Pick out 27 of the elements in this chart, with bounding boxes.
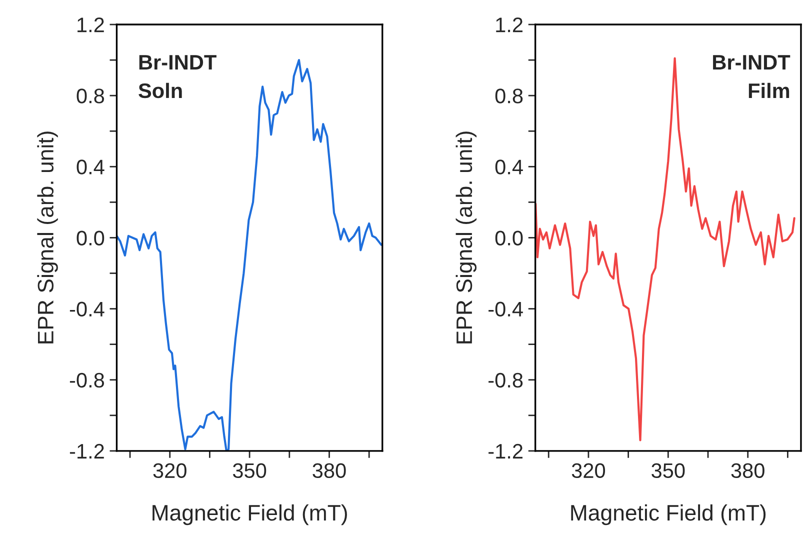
y-axis-title: EPR Signal (arb. unit) bbox=[456, 132, 477, 344]
x-axis-title: Magnetic Field (mT) bbox=[152, 504, 347, 526]
y-tick-label: 0.0 bbox=[495, 230, 523, 246]
y-tick-label: 0.8 bbox=[495, 88, 523, 104]
annotation: Br-INDT Film bbox=[713, 55, 790, 98]
x-tick-label: 350 bbox=[232, 463, 266, 478]
y-tick-label: -1.2 bbox=[70, 444, 104, 458]
y-tick-label: 0.4 bbox=[495, 160, 523, 174]
x-tick-label: 320 bbox=[572, 463, 606, 478]
y-tick-label: 1.2 bbox=[496, 18, 522, 32]
y-tick-label: -0.4 bbox=[70, 302, 104, 317]
y-tick-label: -0.4 bbox=[488, 302, 523, 317]
y-tick-label: -0.8 bbox=[488, 372, 523, 388]
y-tick-label: 0.8 bbox=[76, 88, 104, 104]
x-tick-label: 380 bbox=[312, 463, 346, 478]
y-tick-label: 0.0 bbox=[76, 230, 104, 246]
x-tick-label: 380 bbox=[731, 463, 764, 478]
y-tick-label: 1.2 bbox=[78, 18, 104, 32]
y-axis-title: EPR Signal (arb. unit) bbox=[37, 132, 58, 344]
y-tick-label: -1.2 bbox=[488, 444, 522, 458]
x-tick-label: 320 bbox=[153, 463, 186, 478]
y-tick-label: 0.4 bbox=[76, 160, 104, 174]
x-tick-label: 350 bbox=[652, 463, 685, 478]
annotation: Br-INDT Soln bbox=[138, 55, 216, 98]
x-axis-title: Magnetic Field (mT) bbox=[571, 504, 766, 526]
y-tick-label: -0.8 bbox=[70, 372, 104, 388]
line-series bbox=[535, 57, 796, 442]
